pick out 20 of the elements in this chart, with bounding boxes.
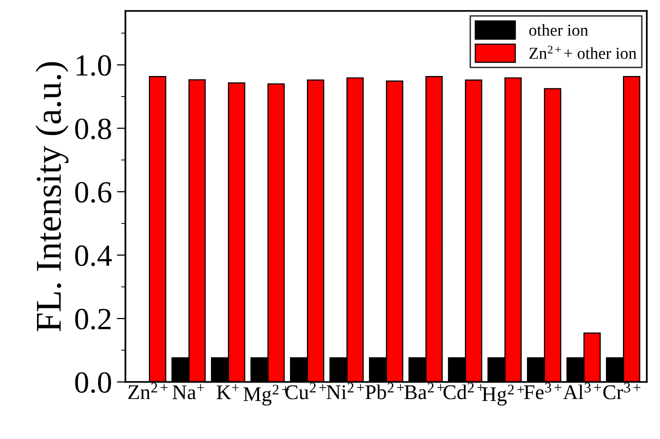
y-tick-label: 0.8 [75,118,112,140]
x-tick-label: K$^{+}$ [216,384,239,400]
x-tick-label: Cd$^{2+}$ [444,382,484,400]
x-tick-label: Cr$^{3+}$ [603,382,640,400]
y-axis-title: FL. Intensity (a.u.) [36,62,68,332]
x-tick-label: Zn$^{2+}$ [128,382,168,400]
y-tick-label: 0.6 [75,182,112,203]
legend-label: other ion [529,24,588,36]
legend-label: Zn$^{2+}$+ other ion [529,46,636,59]
x-tick-label: Hg$^{2+}$ [482,384,524,406]
y-tick-label: 0.0 [75,372,112,393]
y-tick-label: 0.4 [75,245,112,266]
x-tick-label: Pb$^{2+}$ [365,382,404,400]
x-tick-label: Na$^{+}$ [172,384,204,400]
x-tick-label: Ba$^{2+}$ [404,382,444,400]
x-tick-label: Al$^{3+}$ [563,382,601,400]
x-tick-label: Ni$^{2+}$ [326,382,364,400]
x-tick-label: Fe$^{3+}$ [524,382,562,400]
y-tick-label: 0.2 [75,308,111,330]
y-tick-label: 1.0 [76,55,112,76]
